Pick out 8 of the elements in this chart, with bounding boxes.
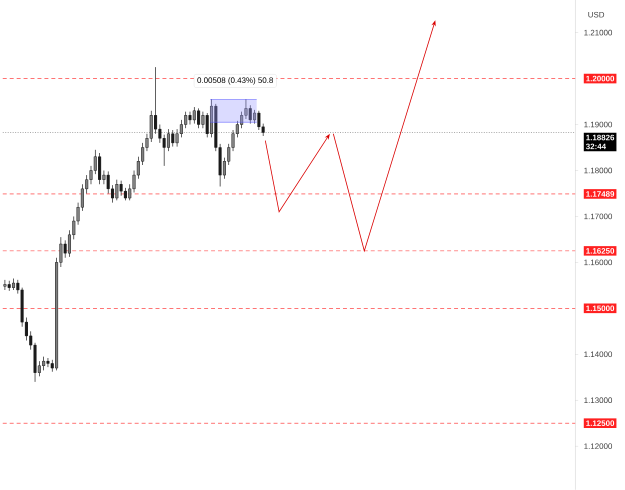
candlestick [166,128,170,152]
candlestick [192,106,196,124]
candlestick [171,130,174,148]
candlestick [8,280,11,292]
candlestick [188,111,192,125]
candlestick [12,278,16,290]
candlestick [248,104,252,124]
candlestick [115,179,118,201]
